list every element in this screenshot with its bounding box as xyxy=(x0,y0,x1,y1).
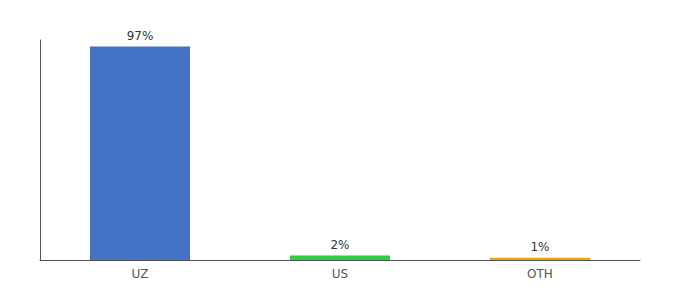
svg-text:US: US xyxy=(332,267,348,281)
svg-text:OTH: OTH xyxy=(527,267,553,281)
svg-text:97%: 97% xyxy=(127,29,154,43)
svg-text:1%: 1% xyxy=(530,240,549,254)
svg-text:UZ: UZ xyxy=(132,267,149,281)
svg-text:2%: 2% xyxy=(330,238,349,252)
